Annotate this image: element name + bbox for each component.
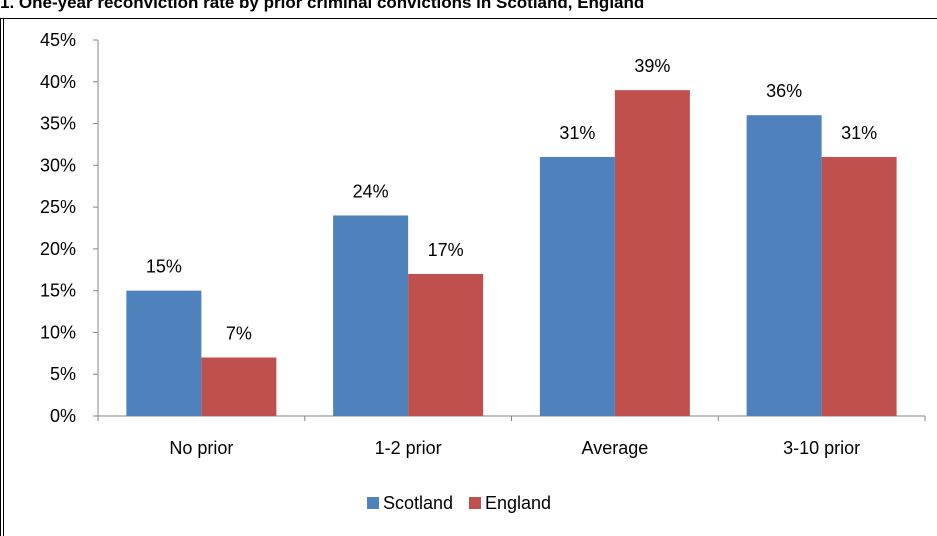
y-tick-label: 40% (40, 72, 76, 92)
y-tick-label: 30% (40, 155, 76, 175)
frame-left-border (0, 18, 4, 536)
bar-scotland (539, 156, 615, 416)
y-tick-label: 15% (40, 281, 76, 301)
chart-title: 1. One-year reconviction rate by prior c… (0, 0, 645, 12)
y-tick-label: 35% (40, 114, 76, 134)
bar-scotland (126, 290, 202, 416)
bar-england (201, 357, 277, 416)
data-label: 31% (559, 123, 595, 143)
data-label: 31% (841, 123, 877, 143)
y-tick-label: 20% (40, 239, 76, 259)
bar-england (614, 90, 690, 416)
legend-label: Scotland (383, 493, 453, 513)
data-label: 15% (146, 257, 182, 277)
x-axis: No prior 1-2 prior Average 3-10 prior (97, 415, 926, 458)
frame-top-border (0, 18, 937, 19)
x-tick-label: Average (582, 438, 649, 458)
data-label: 24% (353, 181, 389, 201)
data-labels: 15% 7% 24% 17% 31% 39% 36% 31% (146, 56, 877, 343)
legend-swatch-england (469, 497, 481, 509)
legend-swatch-scotland (367, 497, 379, 509)
bars (126, 90, 897, 416)
legend-label: England (485, 493, 551, 513)
data-label: 39% (634, 56, 670, 76)
data-label: 17% (428, 240, 464, 260)
x-tick-label: 3-10 prior (783, 438, 860, 458)
y-tick-label: 0% (50, 406, 76, 426)
y-tick-label: 5% (50, 364, 76, 384)
legend: Scotland England (367, 493, 551, 513)
data-label: 36% (766, 81, 802, 101)
y-axis: 0% 5% 10% 15% 20% 25% 30% 35% 40% 45% (40, 30, 99, 426)
y-tick-label: 10% (40, 322, 76, 342)
x-tick-label: 1-2 prior (375, 438, 442, 458)
bar-scotland (333, 215, 409, 416)
bar-england (408, 273, 484, 416)
y-tick-label: 25% (40, 197, 76, 217)
bar-england (821, 156, 897, 416)
y-tick-label: 45% (40, 30, 76, 50)
data-label: 7% (226, 324, 252, 344)
bar-scotland (746, 115, 822, 416)
x-tick-label: No prior (169, 438, 233, 458)
